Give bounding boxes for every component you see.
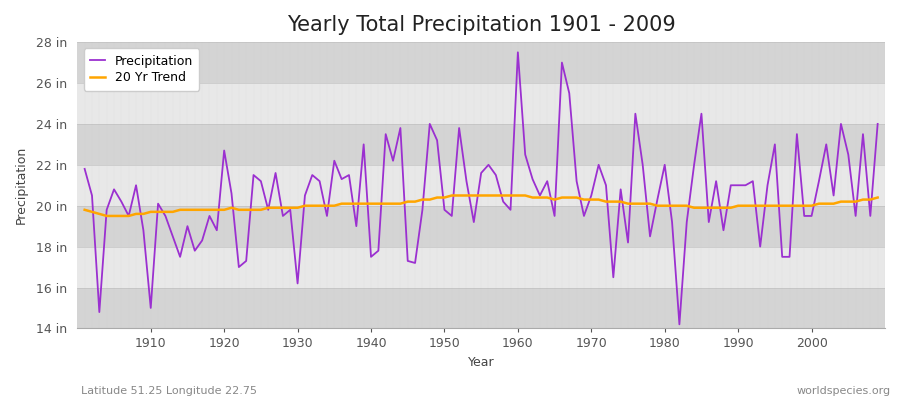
Precipitation <box>300 193 310 198</box>
Text: worldspecies.org: worldspecies.org <box>796 386 891 396</box>
20 Yr Trend <box>351 201 362 206</box>
Bar <box>77 42 885 83</box>
Precipitation <box>344 173 355 178</box>
20 Yr Trend <box>872 195 883 200</box>
Precipitation <box>138 228 148 233</box>
Y-axis label: Precipitation: Precipitation <box>15 146 28 224</box>
Line: Precipitation: Precipitation <box>85 52 878 324</box>
20 Yr Trend <box>79 208 90 212</box>
Precipitation <box>872 122 883 126</box>
Bar <box>77 247 885 288</box>
Precipitation <box>608 275 618 280</box>
Bar <box>77 206 885 247</box>
20 Yr Trend <box>307 203 318 208</box>
Precipitation <box>79 166 90 171</box>
20 Yr Trend <box>520 193 531 198</box>
Precipitation <box>505 208 516 212</box>
Bar <box>77 288 885 328</box>
20 Yr Trend <box>446 193 457 198</box>
Title: Yearly Total Precipitation 1901 - 2009: Yearly Total Precipitation 1901 - 2009 <box>287 15 676 35</box>
Precipitation <box>674 322 685 327</box>
Legend: Precipitation, 20 Yr Trend: Precipitation, 20 Yr Trend <box>84 48 199 91</box>
20 Yr Trend <box>102 214 112 218</box>
20 Yr Trend <box>145 210 156 214</box>
Text: Latitude 51.25 Longitude 22.75: Latitude 51.25 Longitude 22.75 <box>81 386 257 396</box>
Line: 20 Yr Trend: 20 Yr Trend <box>85 196 878 216</box>
20 Yr Trend <box>527 195 538 200</box>
Precipitation <box>520 152 531 157</box>
Precipitation <box>512 50 523 55</box>
Bar <box>77 165 885 206</box>
X-axis label: Year: Year <box>468 356 494 369</box>
20 Yr Trend <box>616 199 626 204</box>
Bar <box>77 83 885 124</box>
Bar <box>77 124 885 165</box>
